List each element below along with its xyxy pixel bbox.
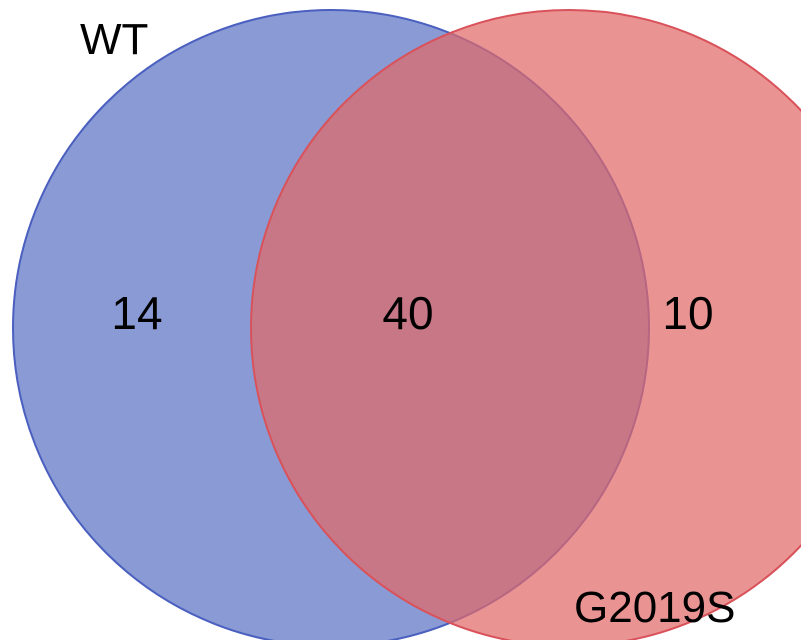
- intersection-count: 40: [382, 287, 433, 339]
- g2019s-set-label: G2019S: [574, 583, 735, 632]
- g2019s-set-circle: [250, 9, 801, 640]
- right-only-count: 10: [662, 287, 713, 339]
- wt-set-label: WT: [80, 15, 148, 64]
- left-only-count: 14: [111, 287, 162, 339]
